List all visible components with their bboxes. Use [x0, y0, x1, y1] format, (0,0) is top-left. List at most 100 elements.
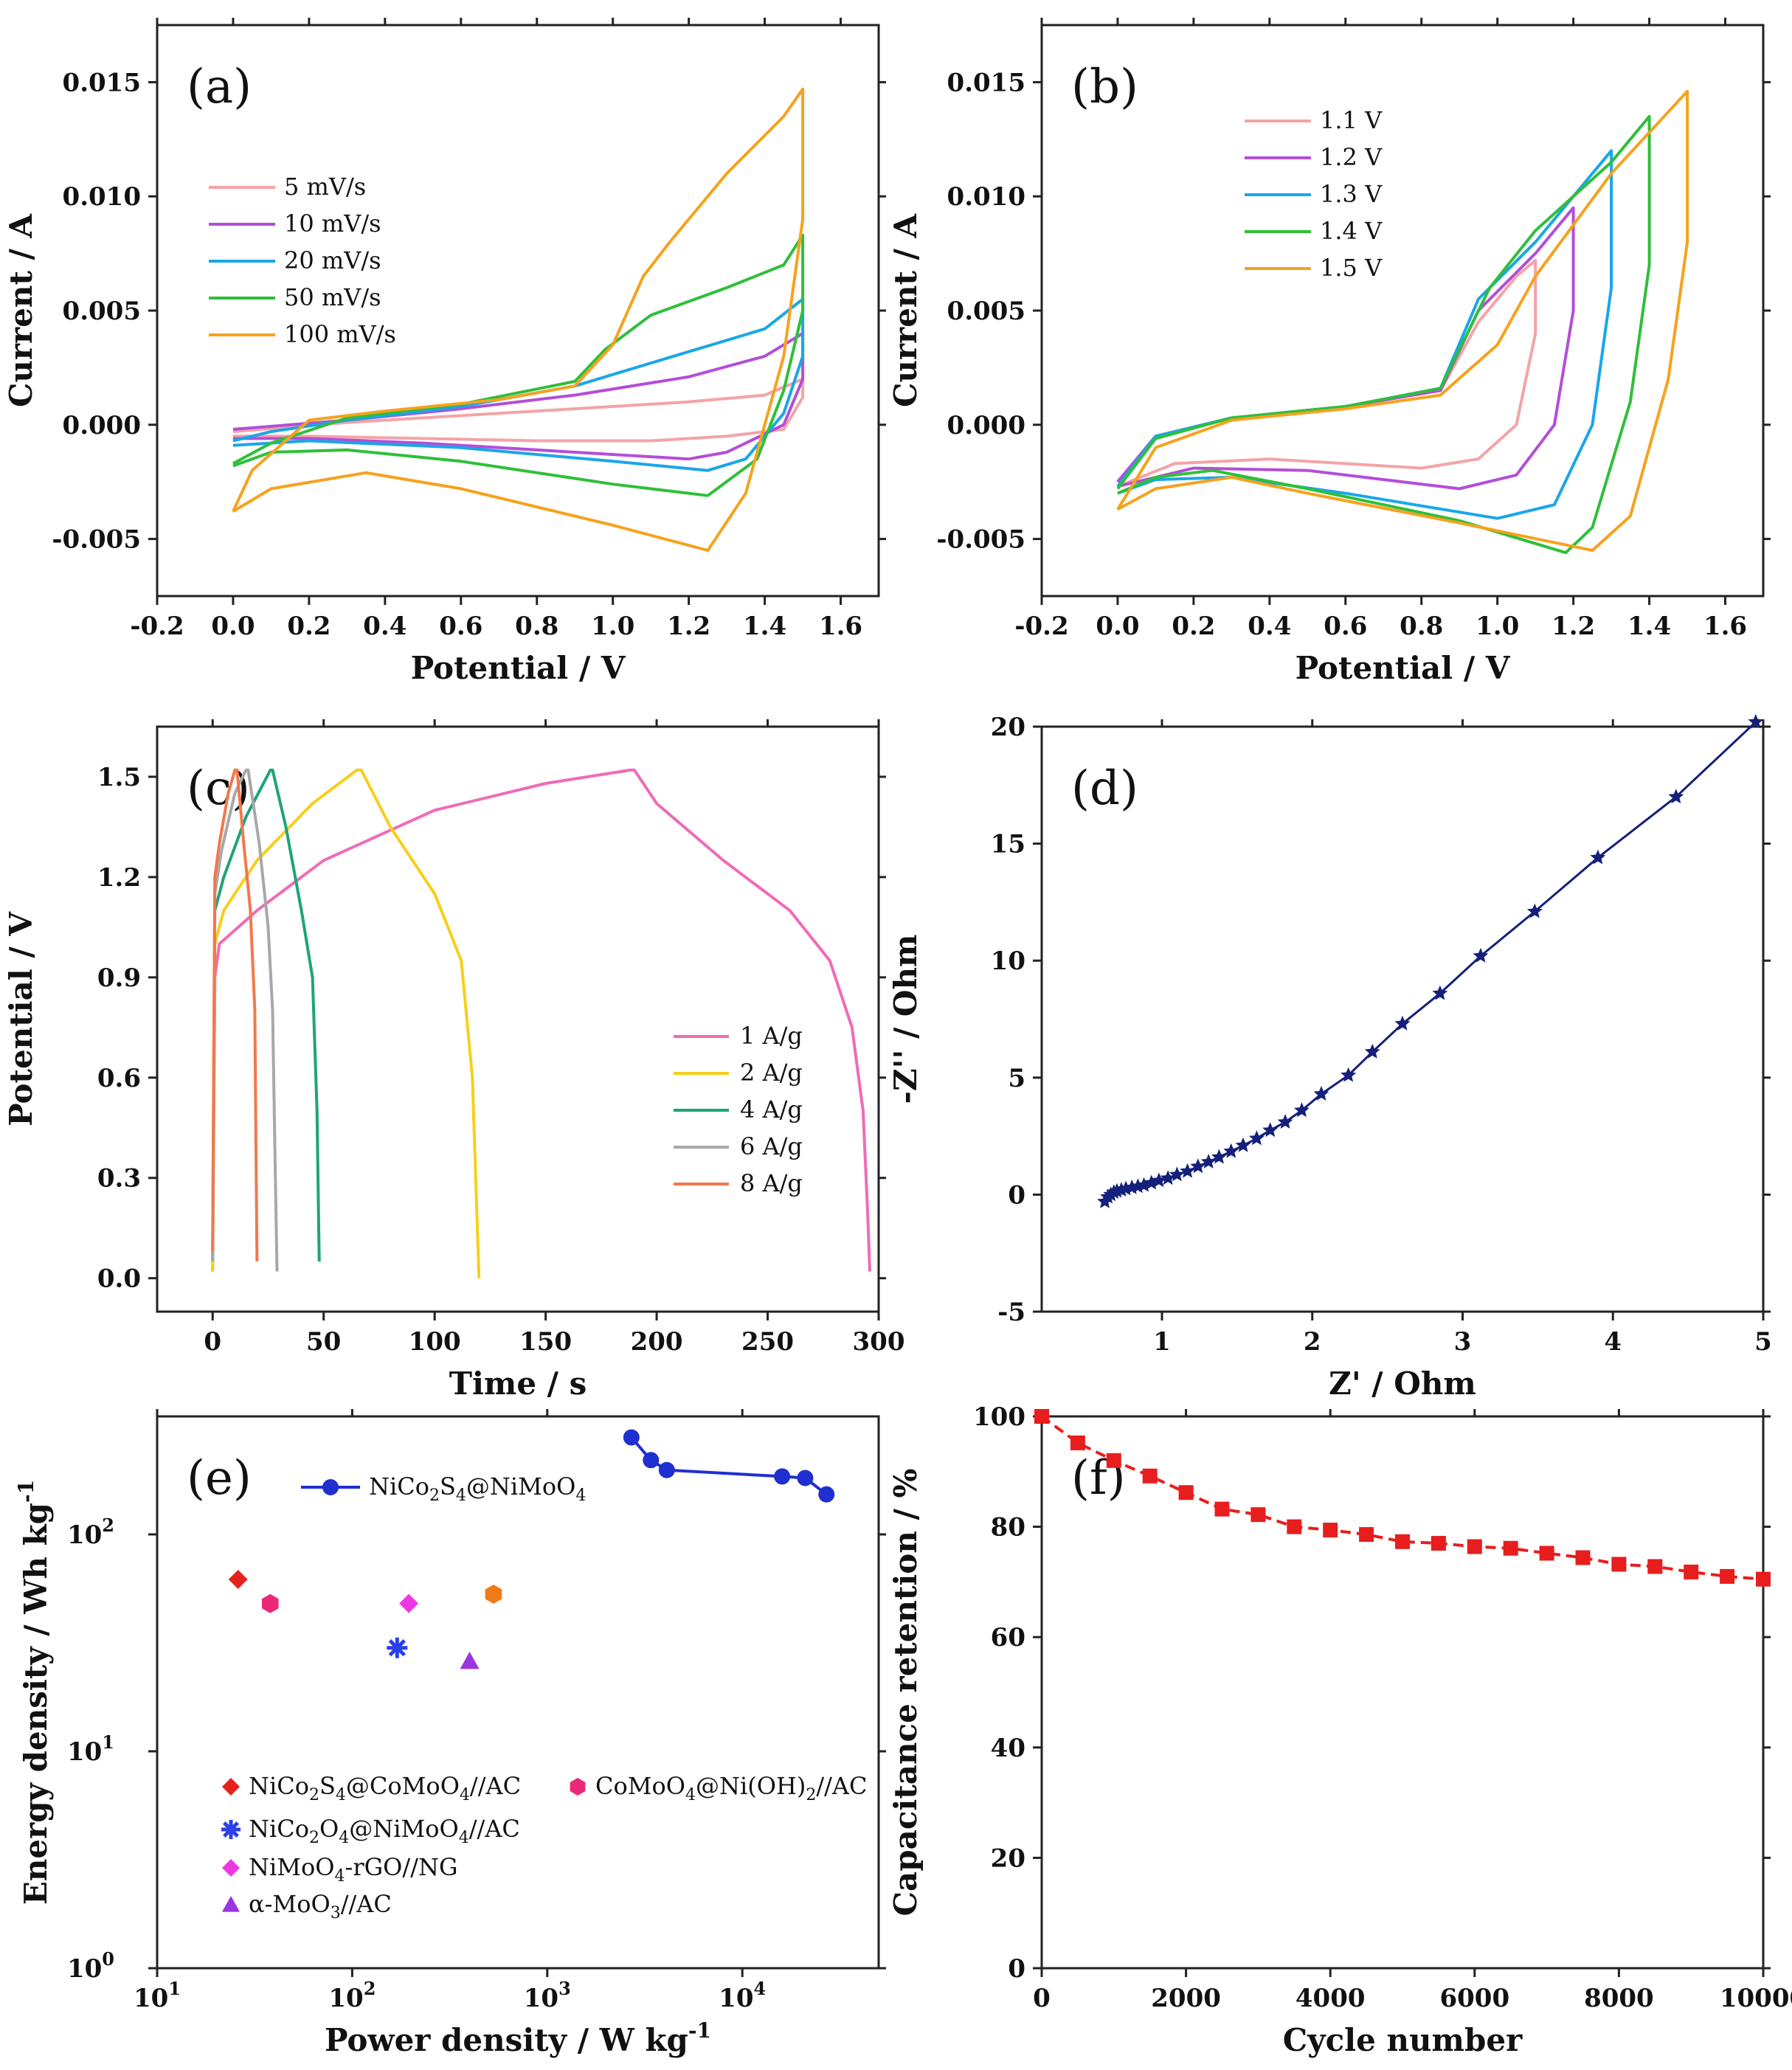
- retention-point: [1756, 1571, 1771, 1587]
- panel-label: (a): [187, 60, 252, 114]
- legend-text: CoMoO: [595, 1772, 685, 1800]
- panel-label: (e): [187, 1451, 252, 1506]
- y-tick-label: 20: [991, 1844, 1025, 1873]
- x-tick-sup: 1: [168, 1978, 181, 1999]
- legend-text: NiCo: [249, 1772, 309, 1800]
- y-tick-label: 1.5: [97, 763, 141, 792]
- legend-text: α-MoO: [249, 1890, 331, 1918]
- x-tick-label: -0.2: [1014, 612, 1068, 641]
- x-tick-label: 2: [1304, 1327, 1321, 1357]
- legend-label: 6 A/g: [740, 1132, 803, 1160]
- x-axis-label: Potential / V: [411, 650, 626, 686]
- nyquist-line: [1104, 721, 1757, 1202]
- series-5-mv-s: [232, 377, 805, 443]
- x-tick-label: 1.0: [591, 612, 634, 641]
- x-axis-label: Z' / Ohm: [1329, 1365, 1476, 1402]
- legend-subscript: 3: [331, 1904, 341, 1922]
- y-tick-label: 100: [67, 1948, 114, 1984]
- series-10-mv-s: [232, 332, 805, 461]
- x-tick-label: 250: [741, 1327, 794, 1357]
- x-axis-label: Cycle number: [1283, 2022, 1523, 2058]
- x-tick-label: 0.8: [515, 612, 558, 641]
- legend-label: 8 A/g: [740, 1169, 803, 1197]
- legend-label: 1.3 V: [1320, 180, 1383, 208]
- x-tick-label: 4: [1604, 1327, 1622, 1357]
- legend-marker: [222, 1896, 240, 1912]
- nyquist-point: [1235, 1137, 1251, 1152]
- y-axis-label: Capacitance retention / %: [888, 1469, 924, 1917]
- x-axis-label: Potential / V: [1295, 650, 1511, 686]
- plot-frame: [156, 725, 880, 1313]
- legend-label: NiMoO4-rGO//NG: [249, 1853, 458, 1886]
- plot-frame: [1040, 1415, 1765, 1970]
- retention-point: [1106, 1453, 1121, 1468]
- y-tick-sup: 2: [102, 1515, 114, 1536]
- x-tick-sup: 2: [364, 1978, 376, 1999]
- nyquist-point: [1160, 1170, 1176, 1185]
- nyquist-point: [1262, 1122, 1279, 1138]
- legend-label: NiCo2O4@NiMoO4//AC: [249, 1815, 520, 1847]
- retention-point: [1611, 1557, 1627, 1572]
- nyquist-point: [1473, 947, 1489, 963]
- retention-point: [1539, 1545, 1554, 1561]
- nyquist-point: [1211, 1149, 1227, 1164]
- y-tick-label: 10: [991, 946, 1025, 976]
- legend-marker: [222, 1778, 240, 1796]
- x-tick-sup: 4: [754, 1978, 767, 1999]
- series-100-mv-s: [232, 87, 805, 553]
- legend-text: //AC: [341, 1890, 392, 1918]
- y-tick-label: 0.010: [947, 182, 1025, 212]
- retention-point: [1647, 1559, 1663, 1574]
- legend-subscript: 4: [459, 1829, 469, 1847]
- x-tick-label: 200: [631, 1327, 683, 1357]
- y-tick-label: 0.010: [63, 182, 141, 212]
- retention-point: [1395, 1534, 1410, 1549]
- legend-label: NiCo2S4@CoMoO4//AC: [249, 1772, 521, 1804]
- y-tick-label: 0.9: [97, 963, 141, 993]
- main-series-point: [658, 1461, 675, 1478]
- legend-label: α-MoO3//AC: [249, 1890, 392, 1922]
- panel-d: 1 2 3 4 5 -5 0 5 10 15 20 Z' / Ohm -Z'' / Ohm (d): [888, 713, 1772, 1402]
- y-axis-label: -Z'' / Ohm: [888, 935, 924, 1104]
- series-6-a-g: [211, 768, 279, 1272]
- nyquist-point: [1248, 1130, 1265, 1146]
- x-tick-label: 8000: [1584, 1984, 1654, 2013]
- x-tick-label: 101: [134, 1978, 181, 2013]
- y-tick-label: -0.005: [52, 525, 141, 555]
- x-tick-label: -0.2: [130, 612, 184, 641]
- series-1-1-v: [1116, 258, 1537, 488]
- x-tick-label: 1.0: [1476, 612, 1519, 641]
- retention-point: [1034, 1409, 1049, 1424]
- series-4-a-g: [211, 768, 321, 1262]
- y-tick-label: 0.0: [97, 1264, 141, 1294]
- x-tick-label: 1.4: [1627, 612, 1671, 641]
- legend-subscript: 4: [336, 1786, 346, 1804]
- legend-label: 20 mV/s: [284, 246, 381, 274]
- x-axis-label: Power density / W kg-1: [325, 2018, 711, 2058]
- y-tick-label: 0.3: [97, 1164, 141, 1194]
- legend-label: 4 A/g: [740, 1095, 803, 1124]
- nyquist-point: [1144, 1174, 1160, 1190]
- legend-text: @NiMoO: [466, 1472, 576, 1500]
- legend-text: //AC: [816, 1772, 867, 1800]
- y-tick-label: 0: [1008, 1954, 1025, 1984]
- y-axis-label-sup: -1: [14, 1480, 38, 1503]
- x-tick-label: 3: [1454, 1327, 1472, 1357]
- retention-point: [1178, 1485, 1194, 1500]
- legend-text: NiCo: [369, 1472, 429, 1500]
- legend-text: @Ni(OH): [696, 1772, 806, 1800]
- legend-text: -rGO//NG: [345, 1853, 458, 1881]
- nyquist-point: [1190, 1158, 1206, 1174]
- legend-label: 1.2 V: [1320, 143, 1383, 171]
- y-tick-label: 0.000: [63, 411, 141, 440]
- panel-b: -0.2 0.0 0.2 0.4 0.6 0.8 1.0 1.2 1.4 1.6 -0.005 0.0…: [888, 18, 1771, 686]
- plot-frame: [156, 24, 880, 598]
- y-tick-label: 60: [991, 1623, 1025, 1652]
- panel-c: 0 50 100 150 200 250 300 0.0 0.3 0.6 0.9 1.2 1.5 Time…: [3, 719, 904, 1402]
- x-tick-label: 0.0: [1096, 612, 1139, 641]
- x-tick-label: 0: [1033, 1984, 1051, 2013]
- nyquist-point: [1113, 1182, 1129, 1197]
- y-tick-label: 15: [991, 830, 1025, 859]
- main-series-point: [623, 1429, 640, 1446]
